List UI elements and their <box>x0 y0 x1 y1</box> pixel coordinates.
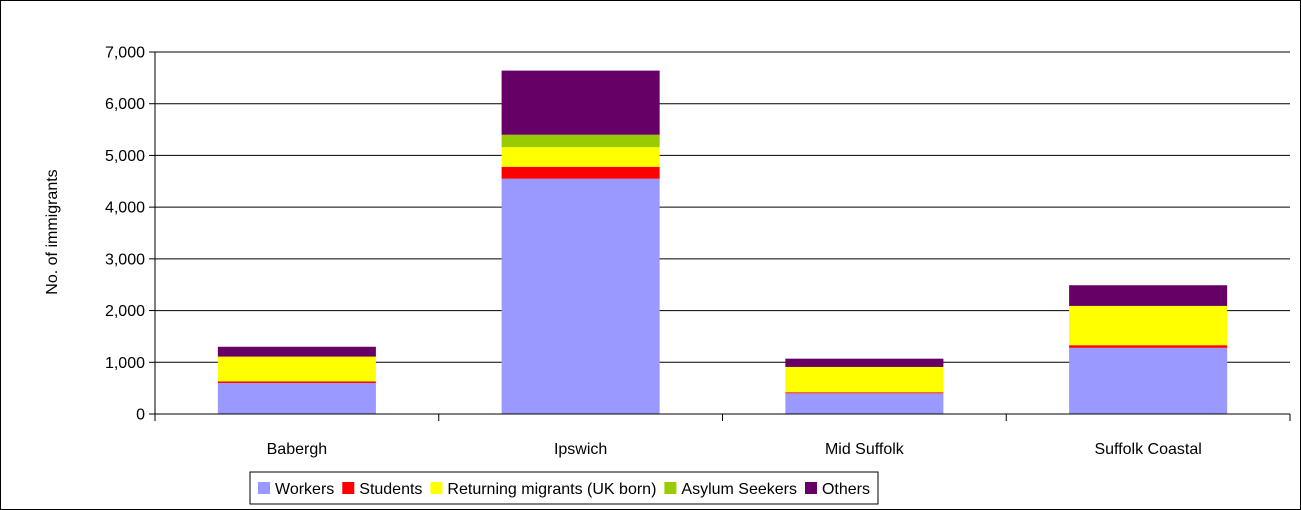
legend-label-workers: Workers <box>275 481 334 498</box>
bar-segment-students-mid-suffolk <box>785 392 944 394</box>
bar-segment-returning-migrants-uk-born-suffolk-coastal <box>1069 305 1228 346</box>
axes: 0 1,000 2,000 3,000 4,000 5,000 6,000 7,000 Babe… <box>105 45 1291 458</box>
legend-swatch-asylum-seekers <box>664 482 677 494</box>
bar-segment-others-mid-suffolk <box>785 358 944 367</box>
bar-segment-students-ipswich <box>501 166 660 179</box>
bar-segment-workers-suffolk-coastal <box>1069 347 1228 414</box>
bar-segment-returning-migrants-uk-born-babergh <box>217 356 376 382</box>
y-tick-label: 3,000 <box>105 251 145 268</box>
bar-segment-workers-babergh <box>217 382 376 414</box>
legend: Workers Students Returning migrants (UK bo… <box>249 471 879 505</box>
legend-label-others: Others <box>822 481 870 498</box>
y-tick-label: 0 <box>136 407 145 424</box>
legend-label-students: Students <box>359 481 422 498</box>
y-tick-label: 1,000 <box>105 355 145 372</box>
bar-segment-returning-migrants-uk-born-mid-suffolk <box>785 366 944 393</box>
y-tick-label: 5,000 <box>105 148 145 165</box>
x-category-label: Ipswich <box>554 441 607 458</box>
bar-segment-others-ipswich <box>501 70 660 135</box>
legend-label-returning-migrants-uk-born: Returning migrants (UK born) <box>447 481 656 498</box>
legend-label-asylum-seekers: Asylum Seekers <box>681 481 797 498</box>
bar-segment-returning-migrants-uk-born-ipswich <box>501 147 660 167</box>
legend-swatch-returning-migrants-uk-born <box>430 482 443 494</box>
legend-box <box>249 471 879 505</box>
bar-segment-workers-ipswich <box>501 178 660 414</box>
y-tick-label: 4,000 <box>105 200 145 217</box>
legend-swatch-workers <box>258 482 270 494</box>
y-tick-label: 7,000 <box>105 45 145 62</box>
bar-segment-others-suffolk-coastal <box>1069 285 1228 306</box>
legend-swatch-others <box>804 482 817 494</box>
bar-segment-students-babergh <box>217 381 376 383</box>
y-tick-label: 6,000 <box>105 96 145 113</box>
legend-swatch-students <box>342 482 355 494</box>
x-category-label: Suffolk Coastal <box>1094 441 1201 458</box>
x-category-label: Mid Suffolk <box>825 441 905 458</box>
y-axis-title: No. of immigrants <box>44 169 61 294</box>
bars <box>217 70 1228 414</box>
bar-segment-others-babergh <box>217 346 376 357</box>
bar-segment-asylum-seekers-ipswich <box>501 134 660 148</box>
bar-segment-workers-mid-suffolk <box>785 393 944 414</box>
bar-segment-students-suffolk-coastal <box>1069 345 1228 348</box>
x-category-label: Babergh <box>267 441 328 458</box>
y-tick-label: 2,000 <box>105 303 145 320</box>
